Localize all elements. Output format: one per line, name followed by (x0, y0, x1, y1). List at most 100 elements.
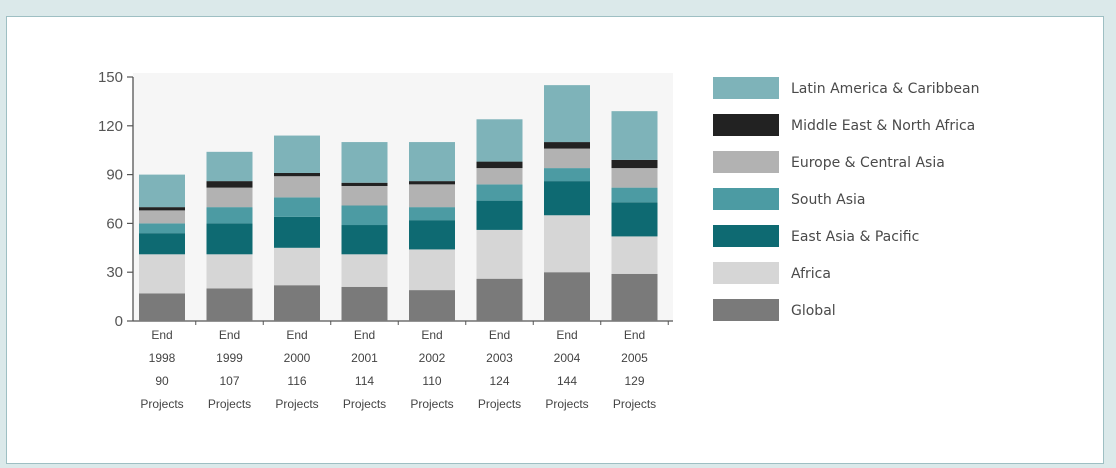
bar-segment (341, 205, 388, 226)
bar-segment (409, 142, 455, 182)
x-tick-label: End (489, 328, 510, 342)
bar-segment (544, 168, 590, 182)
x-tick-label: 2000 (284, 351, 311, 365)
bar-segment (206, 207, 253, 224)
bar-segment (341, 185, 388, 206)
bar-segment (611, 111, 658, 160)
legend-swatch (713, 77, 779, 99)
bar-segment (274, 247, 320, 286)
x-tick-label: 144 (557, 374, 577, 388)
bar-segment (274, 285, 320, 321)
bar-segment (611, 159, 658, 169)
bar-segment (476, 119, 523, 162)
legend-swatch (713, 299, 779, 321)
x-tick-label: 114 (355, 374, 374, 388)
bar-segment (476, 278, 523, 321)
bar-segment (274, 135, 320, 173)
x-tick-label: End (421, 328, 442, 342)
y-tick-label: 60 (106, 215, 123, 232)
x-tick-label: Projects (478, 397, 521, 411)
bar-segment (139, 210, 185, 224)
x-tick-label: End (219, 328, 240, 342)
bar-segment (206, 288, 253, 321)
bar-segment (341, 182, 388, 186)
x-tick-label: 116 (287, 374, 306, 388)
x-tick-label: Projects (545, 397, 588, 411)
y-tick-label: 0 (115, 313, 123, 330)
bar-segment (476, 161, 523, 169)
bar-segment (544, 181, 590, 216)
x-tick-label: 2001 (351, 351, 378, 365)
bar-segment (139, 293, 185, 321)
bar-segment (476, 200, 523, 230)
legend-swatch (713, 262, 779, 284)
y-tick-label: 30 (106, 264, 123, 281)
bar-segment (544, 142, 590, 149)
bar-segment (139, 223, 185, 234)
bar-segment (409, 249, 455, 291)
bar-segment (544, 148, 590, 169)
x-tick-label: 1998 (149, 351, 176, 365)
x-tick-label: Projects (410, 397, 453, 411)
bar-segment (139, 254, 185, 294)
x-tick-label: Projects (343, 397, 386, 411)
legend-swatch (713, 225, 779, 247)
x-tick-label: End (354, 328, 375, 342)
bar-segment (274, 216, 320, 248)
bar-segment (544, 215, 590, 273)
x-tick-label: 129 (624, 374, 644, 388)
bar-segment (139, 174, 185, 208)
bar-segment (611, 273, 658, 321)
bar-segment (274, 176, 320, 198)
bar-segment (341, 286, 388, 321)
legend-swatch (713, 188, 779, 210)
bar-segment (611, 202, 658, 237)
bar-segment (274, 197, 320, 217)
x-tick-label: Projects (613, 397, 656, 411)
x-tick-label: 1999 (216, 351, 243, 365)
bar-segment (476, 168, 523, 185)
x-tick-label: 2003 (486, 351, 513, 365)
x-tick-label: 110 (422, 374, 441, 388)
y-tick-label: 90 (106, 167, 123, 184)
bar-segment (409, 181, 455, 185)
y-tick-label: 120 (98, 118, 123, 135)
bar-segment (544, 85, 590, 143)
legend-label: South Asia (791, 192, 865, 208)
chart-panel: 0 30 60 90 120 150 End 1998 90 Projects End 1999 107… (6, 16, 1104, 464)
legend-swatch (713, 151, 779, 173)
x-tick-label: 124 (489, 374, 509, 388)
x-tick-label: End (286, 328, 307, 342)
bar-segment (409, 184, 455, 208)
bar-segment (409, 207, 455, 221)
bar-segment (206, 151, 253, 182)
x-tick-label: 2004 (554, 351, 581, 365)
x-tick-label: 107 (219, 374, 239, 388)
legend-label: Europe & Central Asia (791, 155, 945, 171)
bar-segment (409, 220, 455, 250)
legend-label: East Asia & Pacific (791, 229, 919, 245)
x-tick-label: Projects (275, 397, 318, 411)
bar-segment (544, 272, 590, 321)
x-tick-label: End (556, 328, 577, 342)
bar-segment (139, 207, 185, 211)
x-tick-label: Projects (140, 397, 183, 411)
bar-segment (139, 233, 185, 255)
bar-segment (274, 172, 320, 177)
bar-segment (341, 142, 388, 183)
bar-segment (206, 223, 253, 255)
x-tick-label: 90 (155, 374, 169, 388)
legend-swatch (713, 114, 779, 136)
bar-segment (611, 168, 658, 188)
bar-segment (611, 187, 658, 203)
bar-segment (206, 254, 253, 289)
legend-label: Global (791, 303, 836, 319)
bar-segment (409, 290, 455, 321)
y-tick-label: 150 (98, 69, 123, 86)
x-tick-label: End (151, 328, 172, 342)
x-tick-label: End (624, 328, 645, 342)
bar-segment (341, 254, 388, 287)
bar-segment (476, 184, 523, 201)
x-tick-label: 2005 (621, 351, 648, 365)
legend-label: Latin America & Caribbean (791, 81, 980, 97)
